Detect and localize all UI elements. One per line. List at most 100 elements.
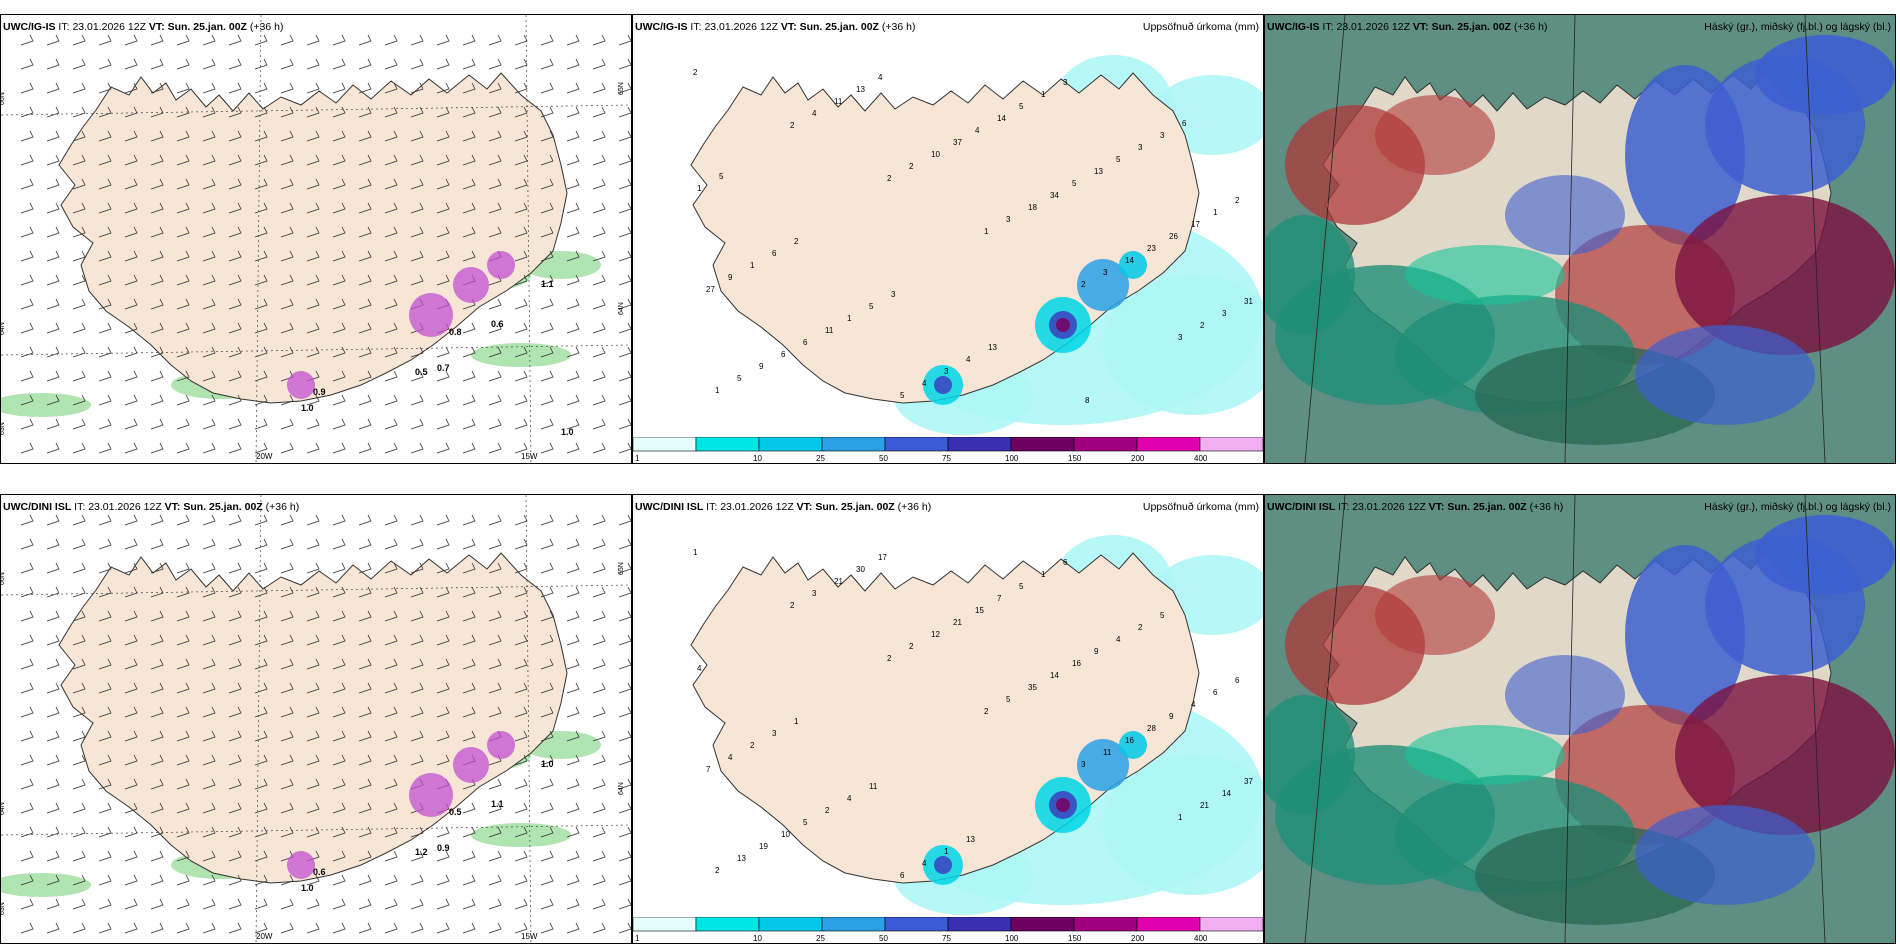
colorbar-label: 75 xyxy=(942,454,951,463)
vt-value: Sun. 25.jan. 00Z xyxy=(815,501,895,513)
colorbar-swatch xyxy=(1199,437,1263,452)
contour-label: 0.6 xyxy=(313,867,326,877)
it-value: 23.01.2026 12Z xyxy=(72,21,146,33)
precip-value: 5 xyxy=(737,374,742,383)
lead-time: (+36 h) xyxy=(1513,21,1548,33)
cloud-area xyxy=(1635,805,1815,905)
precip-value: 3 xyxy=(1222,309,1227,318)
colorbar-label: 10 xyxy=(753,454,762,463)
model-name: UWC/IG-IS xyxy=(1267,21,1320,33)
contour-label: 0.9 xyxy=(313,387,326,397)
precip-value: 1 xyxy=(715,386,720,395)
colorbar-swatch xyxy=(1136,437,1201,452)
colorbar-label: 200 xyxy=(1131,934,1145,943)
map-panel-5: UWC/DINI ISL IT: 23.01.2026 12Z VT: Sun.… xyxy=(632,494,1264,944)
lat-label: 63N xyxy=(1,422,6,435)
precip-value: 23 xyxy=(1147,244,1156,253)
lon-label: 15W xyxy=(521,452,538,461)
precip-value: 14 xyxy=(997,114,1006,123)
grid-line xyxy=(1,344,631,356)
precip-value: 1 xyxy=(794,717,799,726)
contour-label: 0.5 xyxy=(449,807,462,817)
colorbar-swatch xyxy=(821,917,886,932)
colorbar-swatch xyxy=(695,437,760,452)
colorbar-swatch xyxy=(1199,917,1263,932)
cloud-area xyxy=(1755,35,1895,115)
precip-value: 2 xyxy=(887,174,892,183)
cloud-area xyxy=(1375,575,1495,655)
precip-value: 2 xyxy=(887,654,892,663)
precip-core xyxy=(1056,798,1070,812)
precip-value: 35 xyxy=(1028,683,1037,692)
vt-value: Sun. 25.jan. 00Z xyxy=(1447,501,1527,513)
precip-value: 11 xyxy=(1103,748,1112,757)
precip-value: 4 xyxy=(697,664,702,673)
colorbar: 1 10 25 50 75 100 150 200 400 xyxy=(633,437,1263,463)
cloud-area xyxy=(1675,675,1895,835)
cloud-area xyxy=(1265,695,1355,815)
precip-value: 5 xyxy=(803,818,808,827)
precip-value: 21 xyxy=(834,577,843,586)
precip-spot xyxy=(453,267,489,303)
contour-label: 0.9 xyxy=(437,843,450,853)
contour-label: 1.1 xyxy=(541,279,554,289)
precip-value: 13 xyxy=(966,835,975,844)
contour-label: 1.1 xyxy=(491,799,504,809)
precip-value: 18 xyxy=(1028,203,1037,212)
precip-value: 3 xyxy=(772,729,777,738)
colorbar-label: 25 xyxy=(816,934,825,943)
precip-value: 3 xyxy=(1138,143,1143,152)
precip-value: 3 xyxy=(1160,131,1165,140)
colorbar-label: 50 xyxy=(879,454,888,463)
precip-value: 4 xyxy=(922,379,927,388)
precip-value: 5 xyxy=(900,391,905,400)
precip-value: 21 xyxy=(953,618,962,627)
precip-value: 2 xyxy=(909,162,914,171)
lead-time: (+36 h) xyxy=(897,501,932,513)
precip-value: 1 xyxy=(1213,208,1218,217)
contour-label: 1.0 xyxy=(301,403,314,413)
wind-shading xyxy=(1,873,91,897)
colorbar-swatch xyxy=(633,917,697,932)
colorbar-label: 150 xyxy=(1068,454,1082,463)
it-label: IT: xyxy=(1338,501,1350,513)
cloud-area xyxy=(1405,245,1565,305)
precip-spot xyxy=(453,747,489,783)
precip-value: 2 xyxy=(794,237,799,246)
it-label: IT: xyxy=(706,501,718,513)
grid-line xyxy=(1,824,631,836)
precip-value: 15 xyxy=(975,606,984,615)
field-title: Háský (gr.), miðský (fj.bl.) og lágský (… xyxy=(1704,501,1891,513)
lat-label: 65N xyxy=(618,562,625,575)
colorbar-label: 50 xyxy=(879,934,888,943)
it-label: IT: xyxy=(1322,21,1334,33)
lon-label: 20W xyxy=(256,452,273,461)
vt-label: VT: xyxy=(796,501,813,513)
precip-value: 5 xyxy=(1072,179,1077,188)
precip-core xyxy=(1119,251,1147,279)
precip-value: 1 xyxy=(1041,570,1046,579)
precip-value: 3 xyxy=(891,290,896,299)
lat-label: 63N xyxy=(1,902,6,915)
precip-spot xyxy=(287,371,315,399)
panel-title: UWC/IG-IS IT: 23.01.2026 12Z VT: Sun. 25… xyxy=(635,21,915,33)
precip-core xyxy=(934,856,952,874)
vt-label: VT: xyxy=(780,21,797,33)
precip-value: 1 xyxy=(847,314,852,323)
wind-shading xyxy=(1,393,91,417)
precip-value: 16 xyxy=(1125,736,1134,745)
precip-value: 34 xyxy=(1050,191,1059,200)
precip-value: 2 xyxy=(984,707,989,716)
precip-value: 37 xyxy=(953,138,962,147)
precip-value: 11 xyxy=(869,782,878,791)
precip-core xyxy=(1077,739,1129,791)
cloud-area xyxy=(1375,95,1495,175)
colorbar-swatch xyxy=(695,917,760,932)
map-canvas xyxy=(1265,495,1895,943)
grid-line xyxy=(1,584,631,596)
lon-label: 15W xyxy=(521,932,538,941)
vt-value: Sun. 25.jan. 00Z xyxy=(799,21,879,33)
contour-label: 0.5 xyxy=(415,367,428,377)
map-panel-3: UWC/IG-IS IT: 23.01.2026 12Z VT: Sun. 25… xyxy=(1264,14,1896,464)
model-name: UWC/DINI ISL xyxy=(3,501,72,513)
